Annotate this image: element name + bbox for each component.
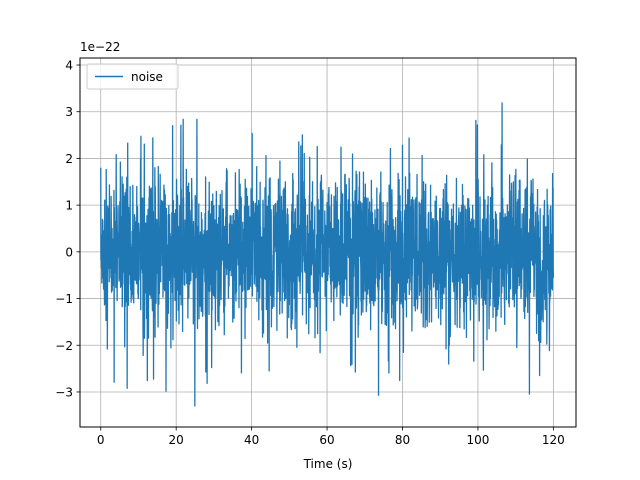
ticks: 0 20 40 60 80 100 120 −3 −2 −1 0 1 2 3 4 [55, 59, 565, 447]
x-tick-label: 20 [169, 433, 184, 447]
y-tick-label: −3 [55, 385, 73, 399]
axes-frame [79, 57, 577, 428]
x-tick-label: 40 [244, 433, 259, 447]
series-noise-line [100, 102, 555, 407]
x-tick-label: 120 [542, 433, 565, 447]
y-tick-label: 3 [65, 105, 73, 119]
legend: noise [86, 63, 179, 90]
series-noise [100, 102, 555, 407]
x-tick-label: 0 [97, 433, 105, 447]
y-tick-label: −2 [55, 339, 73, 353]
legend-label-noise: noise [131, 70, 163, 84]
y-tick-label: −1 [55, 292, 73, 306]
y-tick-label: 1 [65, 199, 73, 213]
y-axis-scale-label: 1e−22 [80, 40, 120, 54]
y-tick-label: 4 [65, 59, 73, 73]
y-tick-label: 2 [65, 152, 73, 166]
x-tick-label: 80 [395, 433, 410, 447]
x-axis-label: Time (s) [303, 457, 353, 471]
legend-box [86, 63, 179, 90]
y-tick-label: 0 [65, 245, 73, 259]
x-tick-label: 100 [466, 433, 489, 447]
x-tick-label: 60 [319, 433, 334, 447]
